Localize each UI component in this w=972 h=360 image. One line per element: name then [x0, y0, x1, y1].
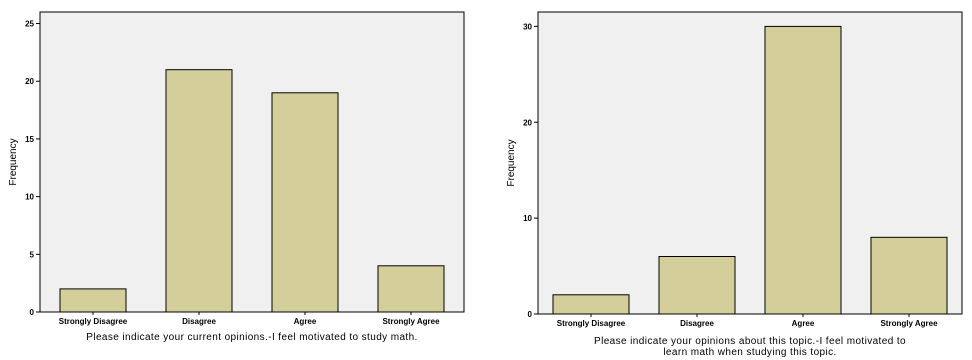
- y-tick-label: 0: [30, 308, 35, 317]
- plot-area: [39, 11, 465, 313]
- x-category-label: Strongly Agree: [382, 317, 440, 326]
- bars-group: [59, 69, 445, 313]
- y-axis-title: Frequency: [8, 138, 19, 185]
- y-tick-label: 15: [25, 135, 34, 144]
- x-axis-categories: Strongly Disagree Disagree Agree Strongly A…: [59, 312, 440, 326]
- y-axis-title: Frequency: [506, 139, 517, 186]
- bar-strongly-agree: [377, 265, 445, 313]
- x-category-label: Disagree: [680, 319, 714, 328]
- bar-agree: [764, 25, 842, 315]
- bar-strongly-agree: [870, 236, 948, 315]
- y-tick-label: 20: [25, 77, 34, 86]
- y-tick-label: 25: [25, 20, 34, 29]
- bar-strongly-disagree: [552, 294, 630, 315]
- bars-group: [552, 25, 948, 315]
- x-category-label: Disagree: [182, 317, 216, 326]
- y-axis-ticks: 0 10 20 30: [523, 22, 538, 319]
- y-tick-label: 30: [523, 22, 532, 31]
- bar-agree: [271, 92, 339, 313]
- x-axis-title-line-2: learn math when studying this topic.: [663, 347, 836, 358]
- bar-disagree: [658, 256, 736, 315]
- x-category-label: Strongly Agree: [880, 319, 938, 328]
- x-category-label: Strongly Disagree: [557, 319, 626, 328]
- chart-motivated-study-math: 0 5 10 15 20 25 Strongly Disagree Disagree Agre…: [8, 11, 465, 343]
- x-category-label: Strongly Disagree: [59, 317, 128, 326]
- y-tick-label: 10: [25, 193, 34, 202]
- y-axis-ticks: 0 5 10 15 20 25: [25, 20, 40, 317]
- bar-strongly-disagree: [59, 288, 127, 313]
- x-category-label: Agree: [792, 319, 815, 328]
- x-axis-title: Please indicate your current opinions.-I…: [86, 332, 418, 343]
- y-tick-label: 10: [523, 214, 532, 223]
- bar-disagree: [165, 69, 233, 313]
- y-tick-label: 0: [528, 310, 533, 319]
- y-tick-label: 5: [30, 250, 35, 259]
- x-axis-title-line-1: Please indicate your opinions about this…: [594, 336, 906, 347]
- x-category-label: Agree: [294, 317, 317, 326]
- x-axis-categories: Strongly Disagree Disagree Agree Strongly A…: [557, 314, 938, 328]
- y-tick-label: 20: [523, 118, 532, 127]
